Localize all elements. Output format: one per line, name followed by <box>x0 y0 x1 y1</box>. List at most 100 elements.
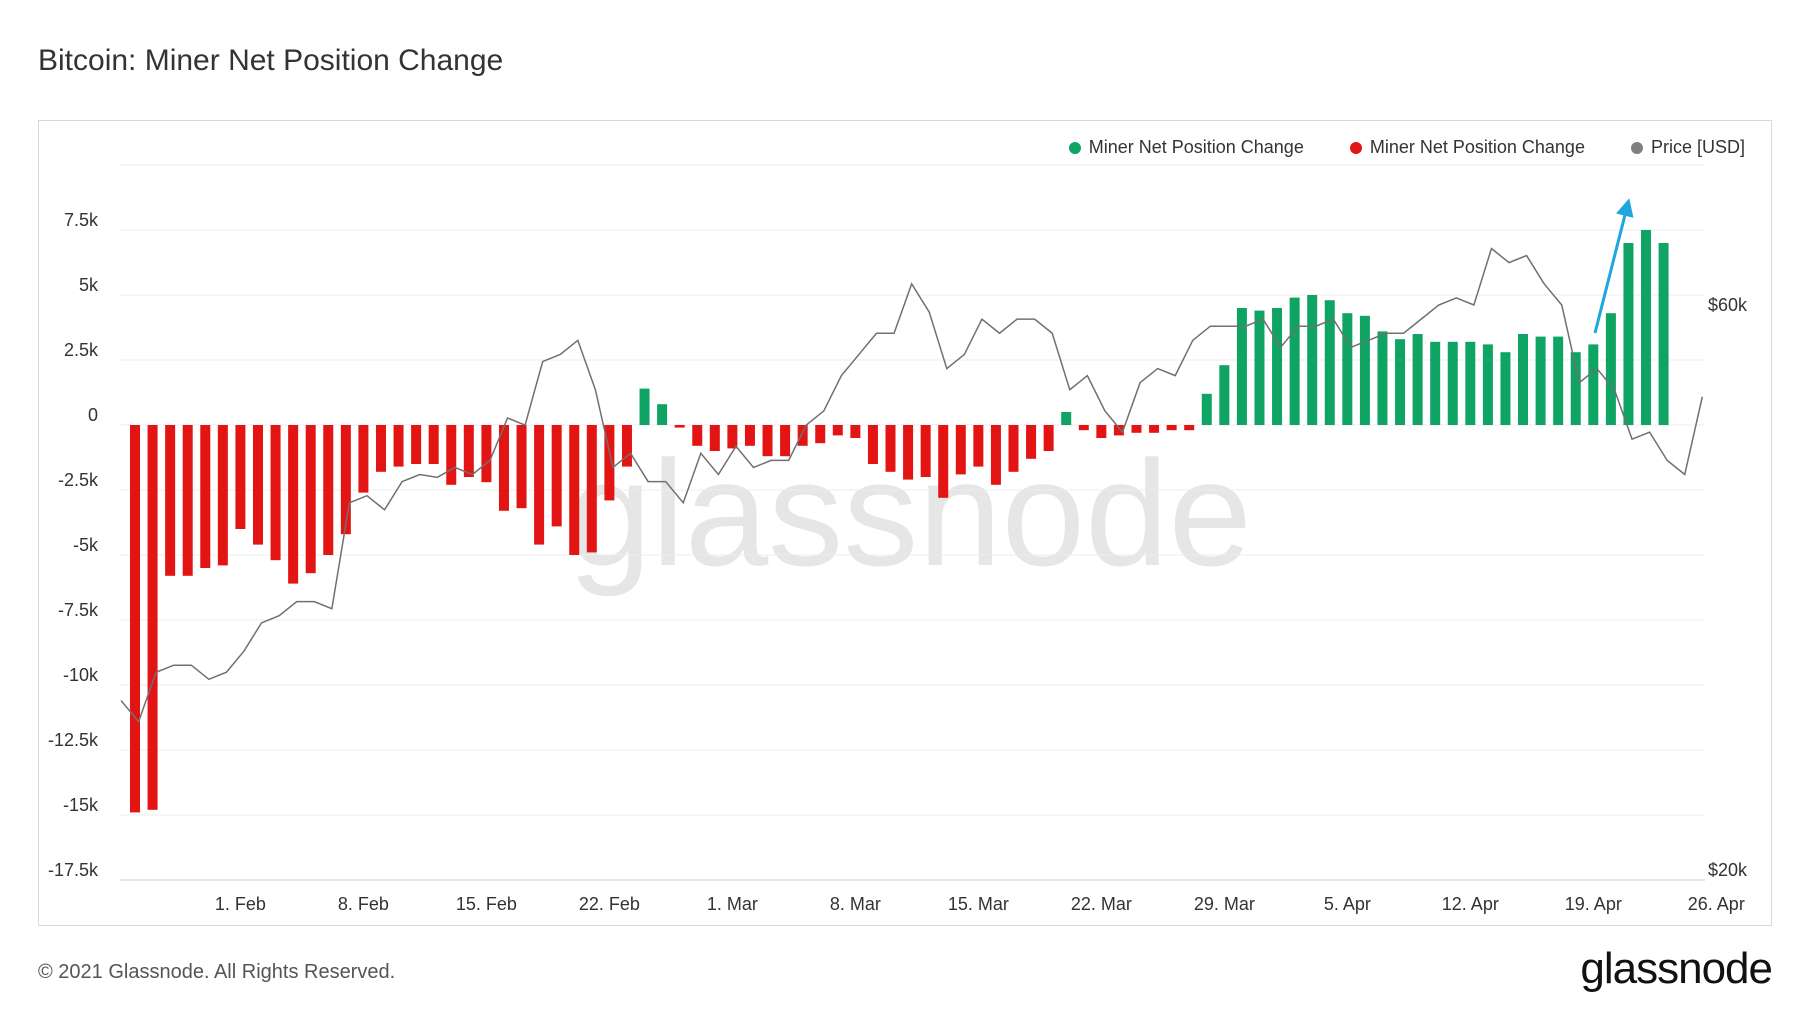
bar-positive <box>1658 243 1669 425</box>
bar-negative <box>621 425 632 467</box>
x-tick-label: 29. Mar <box>1194 894 1255 914</box>
bar-positive <box>1061 412 1072 425</box>
bar-positive <box>1254 310 1265 425</box>
legend-dot-negative <box>1349 141 1362 154</box>
bar-positive <box>1412 334 1423 425</box>
legend-label-price: Price [USD] <box>1650 137 1745 157</box>
y-left-tick-label: 7.5k <box>64 210 99 230</box>
annotation-arrow-line <box>1593 198 1634 334</box>
bar-positive <box>1447 341 1458 425</box>
price-series <box>120 247 1704 724</box>
bar-negative <box>270 425 281 561</box>
annotation-arrow <box>1593 198 1634 334</box>
bar-positive <box>1605 313 1616 425</box>
legend-label-negative: Miner Net Position Change <box>1369 137 1585 157</box>
bar-negative <box>252 425 263 545</box>
bar-negative <box>498 425 509 511</box>
bar-negative <box>358 425 369 493</box>
bar-negative <box>1043 425 1054 451</box>
x-tick-label: 15. Mar <box>948 894 1009 914</box>
legend-dot-positive <box>1068 141 1081 154</box>
bar-negative <box>1113 425 1124 436</box>
bar-negative <box>867 425 878 464</box>
y-left-tick-label: -12.5k <box>48 730 99 750</box>
bar-positive <box>657 404 668 425</box>
bar-positive <box>639 388 650 425</box>
legend-item-price[interactable]: Price [USD] <box>1630 137 1745 158</box>
bar-negative <box>797 425 808 446</box>
bar-positive <box>1236 308 1247 425</box>
bar-negative <box>165 425 176 576</box>
bar-negative <box>534 425 545 545</box>
x-tick-label: 1. Mar <box>707 894 758 914</box>
bar-negative <box>850 425 861 438</box>
x-tick-label: 8. Feb <box>338 894 389 914</box>
bar-negative <box>674 425 685 428</box>
y-left-tick-label: -7.5k <box>58 600 99 620</box>
bar-positive <box>1465 341 1476 425</box>
bar-negative <box>516 425 527 509</box>
bar-negative <box>569 425 580 555</box>
bar-negative <box>903 425 914 480</box>
bar-positive <box>1570 352 1581 425</box>
x-tick-label: 22. Feb <box>579 894 640 914</box>
bar-negative <box>305 425 316 574</box>
x-axis: 1. Feb 8. Feb 15. Feb 22. Feb 1. Mar 8. Mar 15… <box>215 894 1745 914</box>
bar-negative <box>885 425 896 472</box>
legend-item-negative[interactable]: Miner Net Position Change <box>1349 137 1585 158</box>
legend-dot-price <box>1630 141 1643 154</box>
bar-positive <box>1623 243 1634 425</box>
bar-negative <box>200 425 211 568</box>
bar-positive <box>1430 341 1441 425</box>
bar-negative <box>586 425 597 553</box>
bar-negative <box>411 425 422 464</box>
bar-negative <box>1078 425 1089 431</box>
bar-negative <box>692 425 703 446</box>
bar-positive <box>1500 352 1511 425</box>
legend: Miner Net Position Change Miner Net Posi… <box>1068 137 1745 158</box>
legend-item-positive[interactable]: Miner Net Position Change <box>1068 137 1304 158</box>
bar-positive <box>1201 393 1212 425</box>
bar-negative <box>727 425 738 449</box>
glassnode-logo[interactable]: glassnode <box>1580 944 1773 993</box>
bar-negative <box>323 425 334 555</box>
bar-negative <box>463 425 474 477</box>
bar-negative <box>780 425 791 457</box>
bar-negative <box>973 425 984 467</box>
y-right-axis: $60k $20k <box>1708 295 1748 880</box>
y-left-tick-label: -5k <box>73 535 99 555</box>
bar-negative <box>1026 425 1037 459</box>
y-left-axis: 7.5k 5k 2.5k 0 -2.5k -5k -7.5k -10k -12.5k -15k -1… <box>48 210 99 880</box>
bar-positive <box>1324 300 1335 425</box>
bar-negative <box>604 425 615 501</box>
bar-negative <box>1096 425 1107 438</box>
bar-negative <box>217 425 228 566</box>
bar-negative <box>744 425 755 446</box>
y-left-tick-label: 0 <box>88 405 98 425</box>
bar-negative <box>1008 425 1019 472</box>
bar-positive <box>1219 365 1230 425</box>
x-tick-label: 15. Feb <box>456 894 517 914</box>
y-left-tick-label: 2.5k <box>64 340 99 360</box>
bar-positive <box>1307 295 1318 425</box>
bar-negative <box>709 425 720 451</box>
bar-positive <box>1641 230 1652 425</box>
bar-negative <box>428 425 439 464</box>
y-left-tick-label: -2.5k <box>58 470 99 490</box>
bar-positive <box>1289 297 1300 425</box>
y-left-tick-label: -10k <box>63 665 99 685</box>
bar-negative <box>446 425 457 485</box>
bar-negative <box>1166 425 1177 431</box>
bar-negative <box>288 425 299 584</box>
bar-positive <box>1518 334 1529 425</box>
chart-frame <box>38 120 1772 926</box>
y-left-tick-label: -15k <box>63 795 99 815</box>
bar-negative <box>235 425 246 529</box>
bar-negative <box>832 425 843 436</box>
bar-positive <box>1395 339 1406 425</box>
copyright-footer: © 2021 Glassnode. All Rights Reserved. <box>38 961 396 983</box>
x-tick-label: 12. Apr <box>1442 894 1499 914</box>
bar-negative <box>393 425 404 467</box>
bar-negative <box>955 425 966 475</box>
